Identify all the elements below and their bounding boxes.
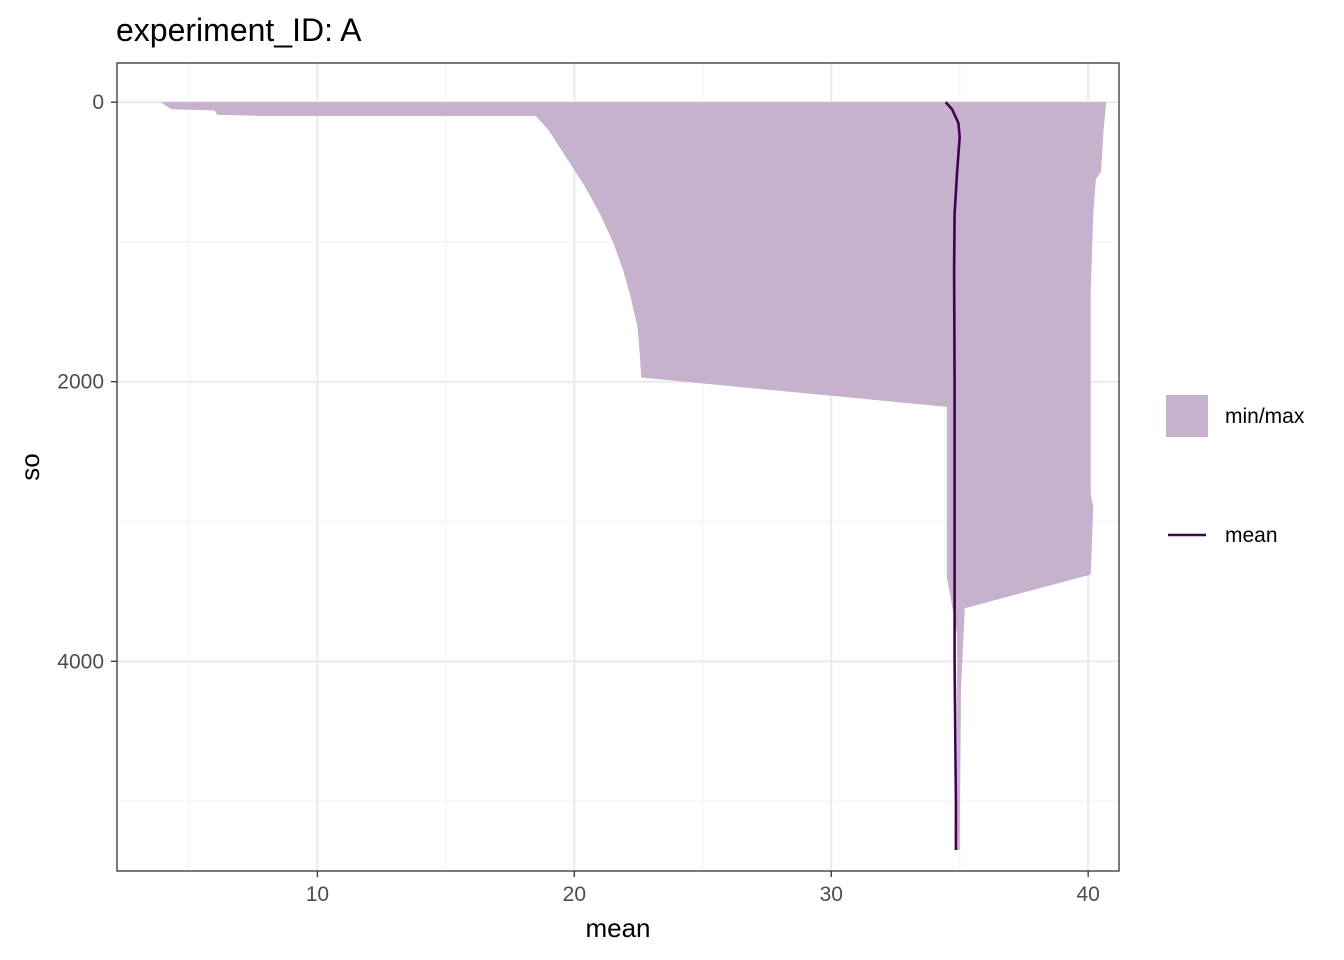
x-tick-label: 30 — [820, 883, 843, 906]
panel-border — [116, 62, 1120, 872]
y-axis-title: so — [15, 453, 45, 480]
y-tick-label: 0 — [92, 91, 104, 114]
x-axis-title: mean — [585, 913, 650, 943]
y-axis: 0 2000 4000 — [57, 91, 117, 673]
min-max-ribbon — [160, 102, 1107, 851]
x-tick-label: 40 — [1076, 883, 1099, 906]
legend-key-min-max — [1166, 395, 1208, 437]
legend-label-min-max: min/max — [1225, 405, 1305, 428]
y-tick-label: 4000 — [57, 650, 104, 673]
data-layer — [160, 101, 1107, 851]
chart-title: experiment_ID: A — [116, 12, 362, 48]
x-tick-label: 20 — [563, 883, 586, 906]
x-axis: 10 20 30 40 — [306, 871, 1100, 906]
x-tick-label: 10 — [306, 883, 329, 906]
legend-label-mean: mean — [1225, 524, 1278, 547]
mean-line — [944, 101, 961, 850]
legend: min/max mean — [1166, 395, 1305, 547]
y-tick-label: 2000 — [57, 371, 104, 394]
